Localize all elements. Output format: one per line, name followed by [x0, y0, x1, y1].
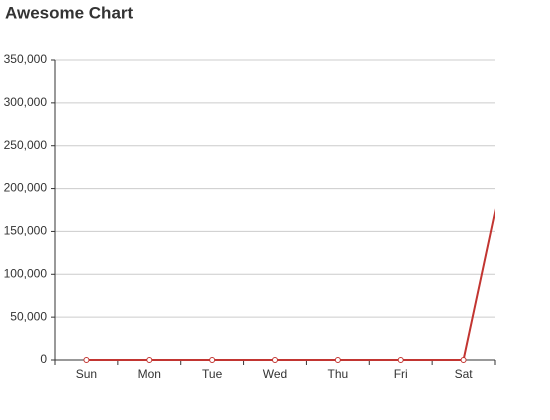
- x-tick-label: Tue: [202, 367, 223, 381]
- point: [460, 357, 467, 363]
- y-tick-label: 150,000: [4, 224, 48, 238]
- y-tick-label: 0: [40, 352, 47, 366]
- point: [83, 357, 90, 363]
- y-tick-label: 350,000: [4, 52, 48, 66]
- y-tick-label: 300,000: [4, 95, 48, 109]
- x-tick-label: Sun: [76, 367, 97, 381]
- point: [209, 357, 216, 363]
- y-tick-label: 50,000: [10, 309, 47, 323]
- point: [524, 64, 529, 69]
- point: [334, 357, 341, 363]
- x-tick-label: Mon: [138, 367, 161, 381]
- x-tick-label: Wed: [263, 367, 287, 381]
- x-tick-label: Sat: [455, 367, 474, 381]
- x-tick-label: Fri: [394, 367, 408, 381]
- line: [86, 208, 495, 361]
- chart-title: Awesome Chart: [5, 3, 134, 22]
- y-tick-label: 250,000: [4, 138, 48, 152]
- y-tick-label: 200,000: [4, 181, 48, 195]
- x-tick-label: Thu: [328, 367, 349, 381]
- point: [146, 357, 153, 363]
- y-tick-label: 100,000: [4, 266, 48, 280]
- point: [397, 357, 404, 363]
- point: [272, 357, 278, 363]
